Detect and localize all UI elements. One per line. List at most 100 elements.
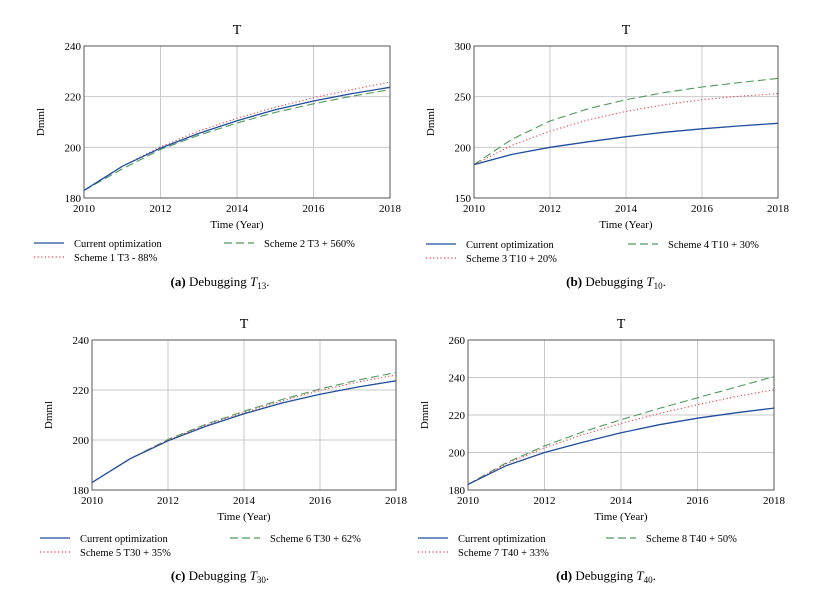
chart-title: T <box>617 317 626 332</box>
y-tick-label: 200 <box>73 435 90 447</box>
plot-frame <box>473 45 779 199</box>
x-tick-label: 2016 <box>303 203 326 215</box>
y-tick-label: 220 <box>65 92 82 104</box>
caption-a: (a) Debugging T13. <box>60 274 380 291</box>
series-line <box>91 380 397 484</box>
caption-c-label: (c) <box>170 568 186 583</box>
caption-c-var: T <box>249 568 257 583</box>
legend-label: Scheme 4 T10 + 30% <box>668 240 759 251</box>
series-line <box>83 86 391 191</box>
x-tick-label: 2010 <box>457 495 480 507</box>
y-tick-label: 200 <box>455 142 472 154</box>
x-tick-label: 2016 <box>691 203 714 215</box>
caption-d-var: T <box>636 568 644 583</box>
series-line <box>467 407 775 485</box>
chart-a: 180 200 220 240 2010 2012 2014 2016 2018 T Time (Y… <box>34 23 402 264</box>
legend-label: Scheme 1 T3 - 88% <box>74 253 157 264</box>
caption-c-end: . <box>265 568 270 583</box>
y-tick-label: 220 <box>449 410 466 422</box>
x-tick-label: 2014 <box>610 495 633 507</box>
y-tick-label: 150 <box>455 193 472 205</box>
caption-a-var: T <box>249 274 258 289</box>
y-tick-label: 180 <box>73 485 90 497</box>
caption-d-sub: 40 <box>643 575 653 585</box>
series-line <box>91 371 397 483</box>
y-axis-label: Dmml <box>43 401 55 429</box>
y-tick-label: 200 <box>449 448 466 460</box>
y-axis-label: Dmml <box>419 401 431 429</box>
caption-b-text: Debugging <box>585 274 644 289</box>
legend-label: Scheme 5 T30 + 35% <box>80 548 171 559</box>
caption-c-sub: 30 <box>256 575 266 585</box>
x-tick-label: 2012 <box>539 203 561 215</box>
legend-label: Scheme 2 T3 + 560% <box>264 239 355 250</box>
caption-b-label: (b) <box>566 274 583 289</box>
chart-d: 180 200 220 240 260 2010 2012 2014 2016 2018 T Time… <box>418 317 786 559</box>
x-axis-label: Time (Year) <box>217 511 271 523</box>
y-tick-label: 180 <box>65 193 82 205</box>
x-tick-label: 2012 <box>150 203 172 215</box>
x-tick-label: 2012 <box>157 495 179 507</box>
y-axis-label: Dmml <box>35 108 47 136</box>
legend-label: Scheme 7 T40 + 33% <box>458 548 549 559</box>
caption-b-var: T <box>646 274 654 289</box>
x-tick-label: 2014 <box>233 495 256 507</box>
y-tick-label: 300 <box>455 41 472 53</box>
legend-label: Scheme 3 T10 + 20% <box>466 254 557 265</box>
x-tick-label: 2010 <box>73 203 96 215</box>
x-tick-label: 2012 <box>534 495 556 507</box>
x-tick-label: 2018 <box>763 495 786 507</box>
series-line <box>467 389 775 485</box>
legend-label: Current optimization <box>80 534 169 545</box>
x-axis-label: Time (Year) <box>210 219 264 231</box>
legend-label: Current optimization <box>466 240 555 251</box>
series-line <box>83 81 391 191</box>
plot-frame <box>91 339 397 491</box>
plot-frame <box>83 45 391 199</box>
caption-b-sub: 10 <box>653 281 663 291</box>
x-tick-label: 2018 <box>379 203 402 215</box>
x-tick-label: 2016 <box>687 495 710 507</box>
x-axis-label: Time (Year) <box>599 219 653 231</box>
caption-b-end: . <box>662 274 666 289</box>
y-tick-label: 220 <box>73 385 90 397</box>
series-line <box>473 77 779 166</box>
y-tick-label: 260 <box>449 335 466 347</box>
caption-d-end: . <box>652 568 656 583</box>
chart-title: T <box>622 23 631 38</box>
y-tick-label: 240 <box>449 373 466 385</box>
caption-d: (d) Debugging T40. <box>446 568 766 585</box>
plot-frame <box>467 339 775 491</box>
y-axis-label: Dmml <box>425 108 437 136</box>
y-tick-label: 180 <box>449 485 466 497</box>
caption-b: (b) Debugging T10. <box>456 274 776 291</box>
caption-c-text: Debugging <box>188 568 247 583</box>
x-tick-label: 2010 <box>463 203 486 215</box>
legend-label: Current optimization <box>74 239 163 250</box>
y-tick-label: 240 <box>65 41 82 53</box>
chart-title: T <box>240 317 249 332</box>
caption-d-label: (d) <box>556 568 573 583</box>
y-tick-label: 240 <box>73 335 90 347</box>
x-tick-label: 2014 <box>226 203 249 215</box>
caption-a-end: . <box>266 274 270 289</box>
caption-c: (c) Debugging T30. <box>60 568 380 585</box>
legend-label: Scheme 6 T30 + 62% <box>270 534 361 545</box>
y-tick-label: 200 <box>65 142 82 154</box>
legend-label: Current optimization <box>458 534 547 545</box>
legend-label: Scheme 8 T40 + 50% <box>646 534 737 545</box>
x-tick-label: 2014 <box>615 203 638 215</box>
caption-a-text: Debugging <box>188 274 247 289</box>
caption-a-sub: 13 <box>257 281 267 291</box>
chart-b: 150 200 250 300 2010 2012 2014 2016 2018 T Time (Y… <box>425 23 790 265</box>
x-axis-label: Time (Year) <box>594 511 648 523</box>
x-tick-label: 2016 <box>309 495 332 507</box>
caption-d-text: Debugging <box>575 568 634 583</box>
y-tick-label: 250 <box>455 92 472 104</box>
x-tick-label: 2010 <box>81 495 104 507</box>
x-tick-label: 2018 <box>385 495 408 507</box>
x-tick-label: 2018 <box>767 203 790 215</box>
caption-a-label: (a) <box>170 274 186 289</box>
chart-c: 180 200 220 240 2010 2012 2014 2016 2018 T Time (Y… <box>40 317 408 559</box>
chart-title: T <box>233 23 242 38</box>
